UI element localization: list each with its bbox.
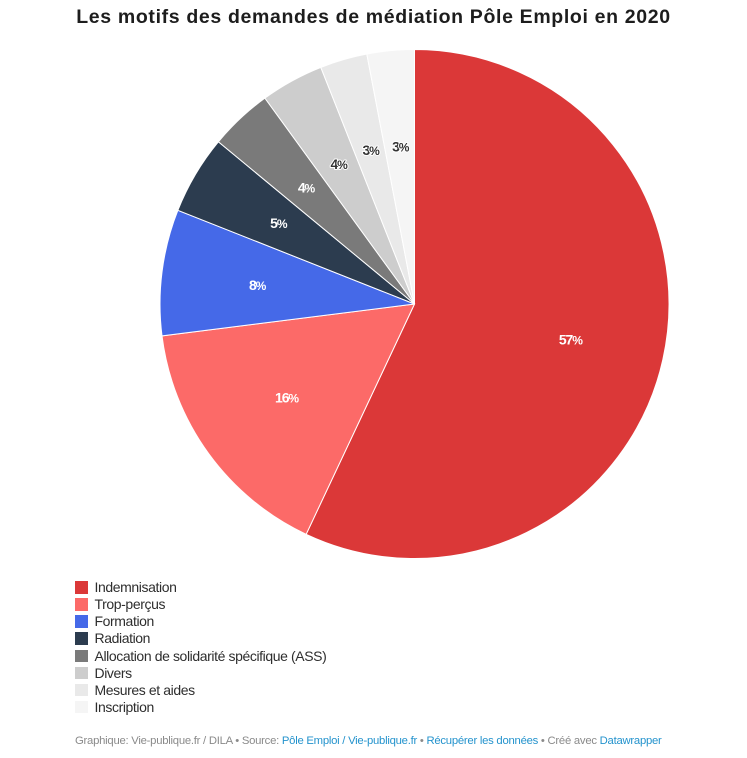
svg-text:57%: 57% xyxy=(559,331,583,347)
svg-text:4%: 4% xyxy=(298,180,316,196)
svg-text:4%: 4% xyxy=(330,156,348,172)
svg-text:8%: 8% xyxy=(249,277,267,293)
svg-text:3%: 3% xyxy=(392,138,410,154)
svg-text:16%: 16% xyxy=(275,390,299,406)
svg-text:5%: 5% xyxy=(270,215,288,231)
svg-text:3%: 3% xyxy=(362,142,380,158)
